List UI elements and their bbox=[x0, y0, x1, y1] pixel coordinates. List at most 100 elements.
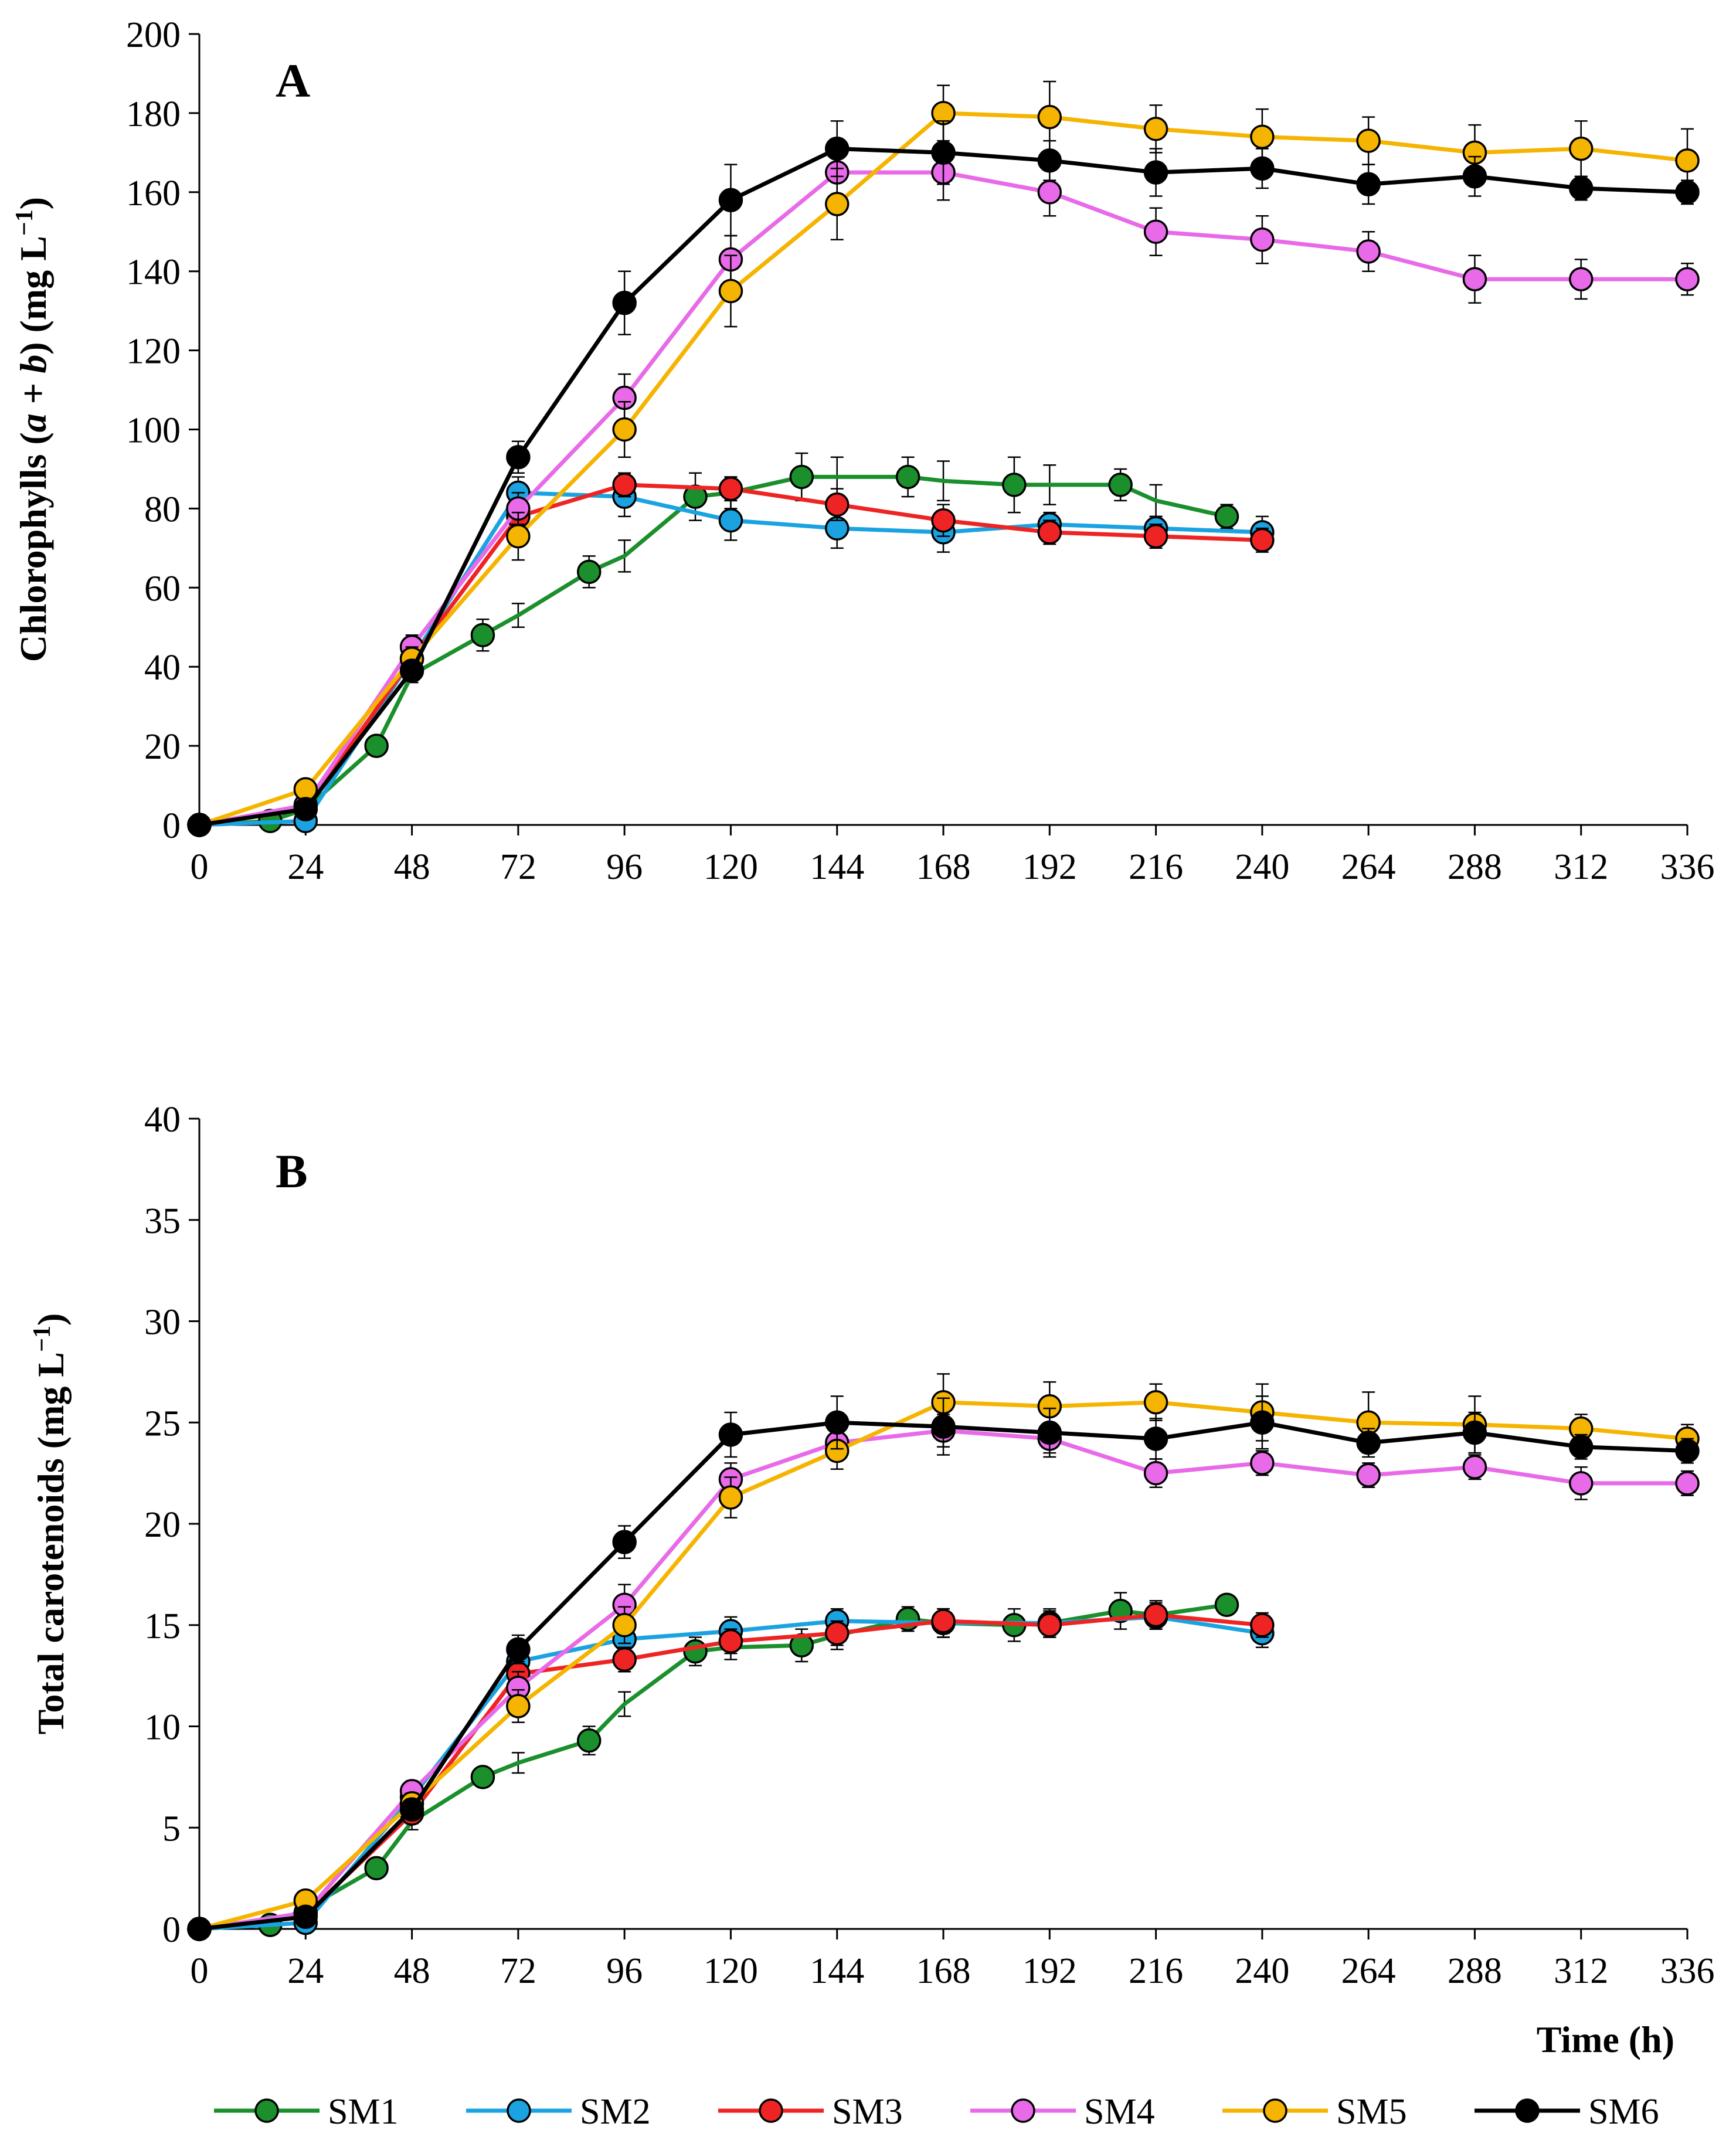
data-point bbox=[506, 1694, 531, 1718]
legend-label: SM1 bbox=[328, 2092, 399, 2132]
data-point bbox=[187, 813, 212, 837]
y-tick-label: 200 bbox=[126, 15, 181, 55]
x-tick-label: 312 bbox=[1554, 847, 1608, 887]
y-axis-label: Total carotenoids (mg L−1) bbox=[29, 1313, 72, 1735]
y-tick-label: 0 bbox=[162, 1910, 181, 1950]
series-sm2 bbox=[187, 476, 1275, 837]
x-tick-label: 72 bbox=[500, 1951, 536, 1991]
data-point bbox=[895, 464, 920, 490]
data-point bbox=[718, 1485, 743, 1510]
y-tick-label: 0 bbox=[162, 806, 181, 846]
data-point bbox=[1675, 148, 1700, 173]
y-tick-label: 40 bbox=[144, 648, 181, 688]
panel-label: A bbox=[276, 54, 310, 107]
series-line bbox=[199, 1420, 1688, 1931]
data-point bbox=[1143, 1602, 1168, 1628]
x-tick-label: 96 bbox=[606, 847, 643, 887]
data-point bbox=[1214, 1592, 1239, 1617]
series-line bbox=[199, 490, 1263, 827]
y-tick-label: 10 bbox=[144, 1708, 181, 1748]
data-point bbox=[1037, 104, 1062, 130]
data-point bbox=[506, 1637, 531, 1662]
y-axis-label-part: ) bbox=[30, 1313, 72, 1326]
x-tick-label: 192 bbox=[1022, 1951, 1077, 1991]
y-tick-label: 180 bbox=[126, 94, 181, 134]
data-point bbox=[718, 188, 743, 213]
data-point bbox=[824, 1410, 850, 1435]
data-point bbox=[1037, 520, 1062, 545]
data-point bbox=[576, 559, 602, 585]
y-axis-label-part: Total carotenoids (mg L bbox=[30, 1352, 72, 1734]
series-line bbox=[199, 1428, 1687, 1931]
data-point bbox=[1037, 1420, 1062, 1445]
data-point bbox=[1250, 528, 1275, 553]
data-point bbox=[1568, 1434, 1594, 1459]
x-tick-label: 72 bbox=[500, 847, 536, 887]
y-tick-label: 140 bbox=[126, 253, 181, 293]
x-tick-label: 96 bbox=[606, 1951, 643, 1991]
data-point bbox=[1250, 227, 1275, 252]
data-point bbox=[1250, 1410, 1275, 1435]
legend-label: SM5 bbox=[1336, 2092, 1407, 2132]
y-axis-label-part: b bbox=[12, 355, 54, 373]
data-point bbox=[1675, 1438, 1700, 1463]
series-line bbox=[199, 1602, 1227, 1931]
data-point bbox=[1568, 176, 1594, 201]
y-tick-label: 35 bbox=[144, 1201, 181, 1241]
legend-label: SM4 bbox=[1084, 2092, 1155, 2132]
data-point bbox=[612, 1530, 637, 1554]
data-point bbox=[399, 658, 424, 683]
x-tick-label: 24 bbox=[287, 847, 324, 887]
y-tick-label: 5 bbox=[162, 1809, 181, 1849]
data-point bbox=[576, 1728, 602, 1753]
x-tick-label: 168 bbox=[916, 847, 971, 887]
series-line bbox=[199, 1400, 1688, 1931]
y-tick-label: 100 bbox=[126, 411, 181, 451]
series-sm6 bbox=[187, 1395, 1700, 1941]
x-tick-label: 0 bbox=[191, 847, 209, 887]
data-point bbox=[1143, 219, 1168, 244]
x-tick-label: 216 bbox=[1129, 847, 1183, 887]
data-point bbox=[1675, 267, 1700, 291]
y-axis-label-part: Chlorophylls ( bbox=[12, 432, 54, 662]
panel-label: B bbox=[276, 1144, 308, 1198]
series-sm4 bbox=[187, 1414, 1700, 1941]
y-axis-label-part: −1 bbox=[11, 209, 38, 236]
data-point bbox=[1037, 1613, 1062, 1638]
legend-swatch-marker bbox=[759, 2098, 783, 2123]
series-sm3 bbox=[187, 1602, 1275, 1941]
data-point bbox=[789, 464, 814, 490]
x-tick-label: 144 bbox=[810, 847, 864, 887]
series-line bbox=[199, 474, 1228, 827]
data-point bbox=[718, 508, 743, 533]
legend: SM1 SM2 SM3 SM4 SM5 SM6 bbox=[214, 2092, 1659, 2132]
y-tick-label: 25 bbox=[144, 1404, 181, 1443]
legend-swatch-marker bbox=[254, 2098, 279, 2123]
data-point bbox=[718, 1422, 743, 1447]
data-point bbox=[1462, 267, 1487, 291]
x-tick-label: 0 bbox=[191, 1951, 209, 1991]
data-point bbox=[506, 524, 531, 549]
series-line bbox=[199, 1615, 1263, 1931]
data-point bbox=[293, 1904, 318, 1930]
data-point bbox=[1462, 1455, 1487, 1480]
x-tick-label: 288 bbox=[1448, 1951, 1502, 1991]
data-point bbox=[506, 444, 531, 470]
y-axis-label-part: −1 bbox=[29, 1326, 56, 1352]
data-point bbox=[824, 1621, 850, 1646]
x-tick-label: 240 bbox=[1235, 1951, 1289, 1991]
data-point bbox=[1568, 1471, 1594, 1496]
data-point bbox=[1356, 128, 1381, 153]
data-point bbox=[1675, 180, 1700, 205]
data-point bbox=[1568, 136, 1594, 161]
legend-label: SM6 bbox=[1588, 2092, 1659, 2132]
x-tick-label: 168 bbox=[916, 1951, 971, 1991]
data-point bbox=[718, 278, 743, 304]
data-point bbox=[1250, 124, 1275, 150]
data-point bbox=[931, 140, 956, 165]
data-point bbox=[1037, 148, 1062, 173]
y-tick-label: 80 bbox=[144, 490, 181, 529]
x-axis-label: Time (h) bbox=[1537, 2019, 1674, 2060]
legend-swatch-marker bbox=[507, 2098, 531, 2123]
